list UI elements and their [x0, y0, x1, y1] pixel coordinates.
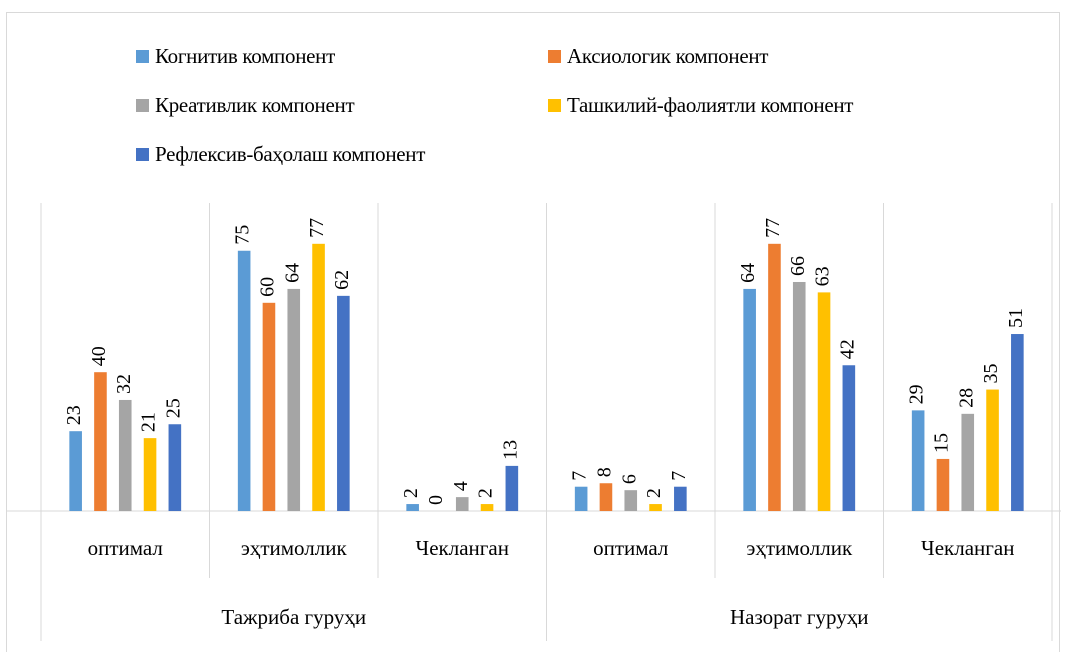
bar [337, 295, 350, 511]
legend-swatch-refleksiv [136, 147, 149, 161]
data-label: 75 [232, 225, 254, 245]
data-label: 35 [980, 364, 1002, 384]
bar [624, 490, 638, 511]
bar [118, 399, 132, 511]
bar [842, 365, 856, 511]
data-label: 2 [475, 488, 497, 498]
bar [743, 288, 756, 511]
bar [649, 504, 662, 511]
legend-label-refleksiv: Рефлексив-баҳолаш компонент [155, 141, 426, 166]
data-label: 64 [737, 263, 759, 283]
data-label: 32 [113, 374, 135, 394]
data-label: 42 [836, 339, 858, 359]
data-label: 60 [257, 277, 279, 297]
data-label: 40 [88, 346, 110, 366]
bar [986, 389, 999, 511]
bar [143, 438, 157, 511]
data-label: 8 [594, 467, 616, 477]
legend-swatch-kognitiv [136, 49, 149, 63]
legend-swatch-tashkiliy [548, 98, 561, 112]
bar-chart: 2340322125оптимал7560647762эҳтимоллик204… [7, 203, 1061, 641]
group-label: Назорат гуруҳи [730, 605, 868, 629]
data-label: 64 [281, 263, 303, 283]
data-label: 0 [425, 495, 447, 505]
data-label: 77 [762, 218, 784, 238]
legend-label-tashkiliy: Ташкилий-фаолиятли компонент [567, 92, 854, 117]
data-label: 4 [450, 481, 472, 491]
bar [262, 302, 276, 511]
category-label: эҳтимоллик [241, 536, 348, 560]
data-label: 77 [306, 218, 328, 238]
legend-item-kreativlik: Креативлик компонент [136, 92, 355, 118]
bar [961, 413, 975, 511]
legend-label-aksiologik: Аксиологик компонент [567, 43, 769, 68]
bar [94, 372, 107, 511]
data-label: 63 [812, 266, 834, 286]
bar [911, 410, 925, 511]
category-label: оптимал [593, 536, 668, 560]
bar [674, 486, 687, 511]
data-label: 28 [955, 388, 977, 408]
data-label: 7 [569, 471, 591, 481]
category-label: Чекланган [416, 536, 509, 560]
bar [936, 458, 950, 511]
bar [574, 486, 588, 511]
category-label: оптимал [88, 536, 163, 560]
bar [406, 504, 419, 511]
bar [168, 424, 182, 511]
data-label: 23 [63, 405, 85, 425]
group-label: Тажриба гуруҳи [221, 605, 366, 629]
data-label: 25 [162, 398, 184, 418]
data-label: 29 [906, 384, 928, 404]
data-label: 15 [931, 433, 953, 453]
data-label: 7 [668, 471, 690, 481]
bar [599, 483, 613, 511]
bar [792, 281, 806, 511]
bar [1011, 334, 1024, 511]
data-label: 13 [499, 440, 521, 460]
category-label: эҳтимоллик [746, 536, 853, 560]
bar [817, 292, 831, 511]
data-label: 2 [400, 488, 422, 498]
legend-item-refleksiv: Рефлексив-баҳолаш компонент [136, 141, 425, 167]
legend-item-aksiologik: Аксиологик компонент [548, 43, 768, 69]
bar [312, 243, 325, 511]
data-label: 51 [1005, 308, 1027, 328]
legend-label-kognitiv: Когнитив компонент [155, 43, 335, 68]
bar [69, 431, 82, 511]
legend-label-kreativlik: Креативлик компонент [155, 92, 355, 117]
legend-item-tashkiliy: Ташкилий-фаолиятли компонент [548, 92, 853, 118]
bar [768, 243, 781, 511]
legend-swatch-kreativlik [136, 98, 149, 112]
category-label: Чекланган [921, 536, 1014, 560]
legend-item-kognitiv: Когнитив компонент [136, 43, 335, 69]
legend-swatch-aksiologik [548, 49, 561, 63]
chart-frame: Когнитив компонент Аксиологик компонент … [6, 12, 1061, 652]
bar [237, 250, 251, 511]
data-label: 2 [643, 488, 665, 498]
bar [287, 288, 301, 511]
bar [455, 497, 469, 511]
bar [480, 504, 494, 511]
data-label: 6 [618, 474, 640, 484]
data-label: 21 [138, 412, 160, 432]
bar [505, 465, 519, 511]
data-label: 66 [787, 256, 809, 276]
data-label: 62 [331, 270, 353, 290]
